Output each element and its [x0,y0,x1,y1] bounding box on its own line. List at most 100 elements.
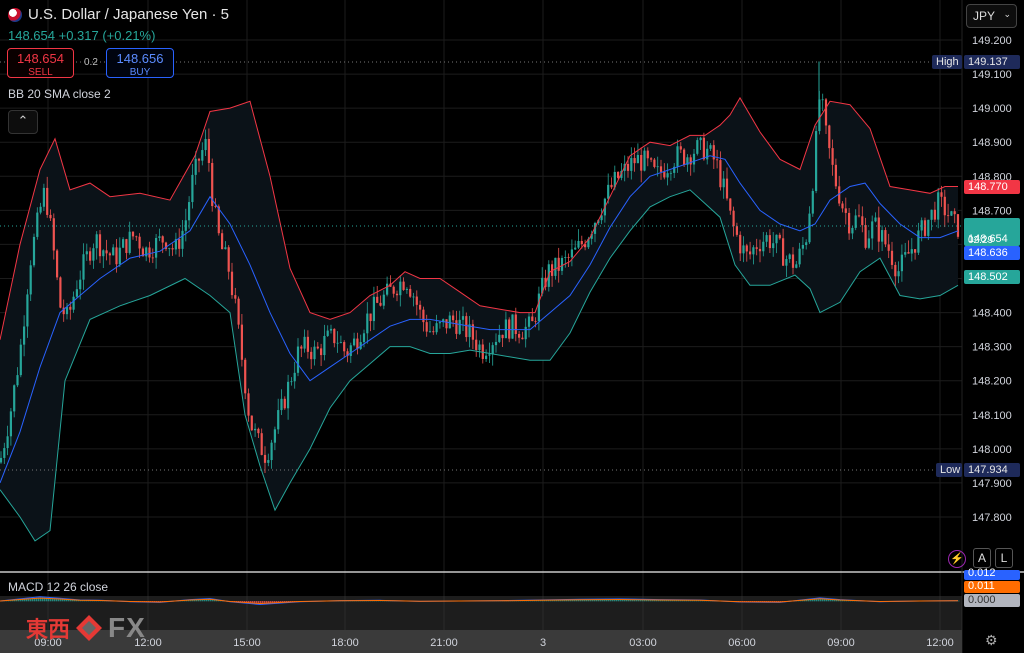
candle-body [494,341,498,346]
macd-hist-bar [188,599,190,602]
macd-hist-bar [12,599,14,602]
candle-body [405,288,408,290]
currency-dropdown[interactable]: JPY ⌄ [966,4,1017,28]
macd-hist-bar [64,598,66,602]
candle-body [788,254,791,260]
candle-body [923,220,927,236]
macd-hist-bar [634,599,636,602]
candle-body [933,209,936,220]
macd-hist-bar [248,601,250,604]
candle-body [537,293,540,322]
candle-body [798,248,801,265]
macd-hist-bar [816,598,818,602]
gear-icon[interactable]: ⚙ [985,632,998,648]
collapse-legend-button[interactable]: ⌃ [8,110,38,134]
macd-hist-bar [626,599,628,602]
candle-body [867,238,870,248]
price-tick: 148.700 [972,205,1012,217]
upper-band-label-bg [964,180,1020,194]
lightning-icon[interactable]: ⚡ [948,550,966,568]
candle-body [544,277,547,287]
high-label-bg [932,55,962,69]
candle-body [263,454,267,463]
symbol-header[interactable]: U.S. Dollar / Japanese Yen · 5 [8,6,229,23]
macd-hist-bar [200,599,202,602]
candle-body [669,172,672,174]
candle-body [765,235,768,242]
candle-body [428,331,432,333]
macd-hist-bar [640,599,642,602]
candle-body [148,247,151,258]
candle-body [316,346,319,349]
macd-hist-bar [652,599,654,602]
candle-body [32,236,36,266]
candle-body [201,150,204,161]
macd-hist-bar [618,599,620,602]
macd-hist-bar [270,601,272,604]
hist-value-bg [964,594,1020,607]
macd-hist-bar [250,601,252,604]
candle-body [782,238,785,266]
hist-value: 0.000 [968,594,996,606]
time-tick: 09:00 [34,637,62,649]
candle-body [815,131,818,191]
candle-body [112,247,115,256]
candle-body [643,150,646,171]
macd-legend[interactable]: MACD 12 26 close [8,580,109,594]
high-value: 149.137 [968,56,1008,68]
macd-hist-bar [614,599,616,602]
candle-body [890,250,894,265]
us-flag-icon [8,7,22,22]
candle-body [287,381,290,409]
time-axis[interactable] [0,630,962,653]
candle-body [89,251,92,261]
macd-hist-bar [576,599,578,602]
candle-body [580,240,583,245]
auto-scale-button[interactable]: A [973,548,991,568]
candle-body [762,241,765,252]
candle-body [857,215,861,217]
candle-body [161,236,164,243]
macd-hist-bar [662,599,664,602]
buy-button[interactable]: 148.656 BUY [106,48,174,78]
upper-band-label: 148.770 [968,181,1008,193]
candle-body [630,158,633,171]
candle-body [772,243,775,249]
candle-body [683,149,686,165]
candle-body [79,279,82,290]
candle-body [178,239,181,249]
bollinger-legend[interactable]: BB 20 SMA close 2 [8,87,111,101]
candle-body [491,345,494,355]
candle-body [940,192,943,197]
candle-body [82,254,85,280]
macd-hist-bar [632,599,634,602]
macd-hist-bar [204,599,206,602]
candle-body [725,178,729,199]
macd-hist-bar [588,599,590,602]
macd-hist-bar [20,599,22,602]
price-tick: 148.900 [972,137,1012,149]
candle-body [227,247,230,272]
candle-body [362,333,366,343]
candle-body [656,166,659,168]
macd-hist-bar [260,601,262,605]
candle-body [709,145,712,149]
macd-hist-bar [830,599,832,602]
candle-body [838,186,841,204]
candle-body [498,334,501,342]
candle-body [514,314,517,335]
candle-body [204,138,207,151]
candle-body [745,245,748,252]
macd-hist-bar [650,599,652,602]
sell-button[interactable]: 148.654 SELL [7,48,74,78]
candle-body [448,315,451,329]
candle-body [791,254,795,268]
candlesticks [0,61,960,474]
macd-hist-bar [598,599,600,602]
candle-body [455,320,458,334]
log-scale-button[interactable]: L [995,548,1013,568]
macd-hist-bar [214,599,216,602]
candle-body [402,281,405,290]
macd-hist-bar [666,599,668,602]
